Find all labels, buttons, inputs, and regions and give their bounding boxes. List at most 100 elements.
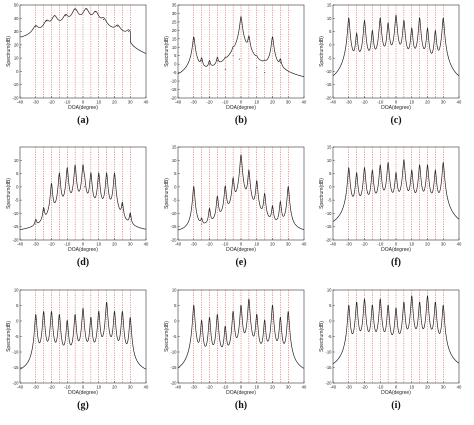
- spectrum-peak-point: [65, 15, 67, 17]
- spectrum-peak-point: [98, 173, 100, 175]
- spectrum-peak-point: [98, 311, 100, 313]
- spectrum-peak-point: [224, 186, 226, 188]
- panel-label: (b): [235, 115, 247, 126]
- spectrum-peak-point: [434, 301, 436, 303]
- x-tick-label: -30: [191, 385, 198, 390]
- spectrum-peak-point: [51, 183, 52, 185]
- x-tick-label: 0: [240, 100, 243, 105]
- x-tick-label: 0: [82, 242, 85, 247]
- x-tick-label: -40: [175, 385, 182, 390]
- panel-f: -40 -30 -20 -10 0 10 20 30 40 -20 -15 -10 -5 0 5 10 15 DO…: [319, 145, 462, 269]
- spectrum-peak-point: [279, 317, 281, 319]
- spectrum-peak-point: [46, 20, 48, 22]
- x-tick-label: -40: [17, 242, 24, 247]
- y-tick-label: -15: [325, 82, 332, 87]
- y-tick-label: 5: [174, 303, 177, 308]
- spectrum-peak-point: [442, 305, 444, 306]
- spectrum-peak-point: [364, 20, 365, 22]
- panel-label: (e): [235, 257, 246, 268]
- spectrum-peak-point: [35, 314, 37, 316]
- spectrum-peak-point: [224, 326, 226, 328]
- spectrum-peak-point: [95, 11, 97, 13]
- y-tick-label: 25: [172, 19, 177, 24]
- spectrum-peak-point: [35, 25, 37, 27]
- y-tick-label: 10: [327, 158, 332, 163]
- y-tick-label: 5: [174, 171, 177, 176]
- y-tick-label: -20: [325, 381, 332, 386]
- spectrum-peak-point: [395, 15, 397, 17]
- x-tick-label: 0: [395, 242, 398, 247]
- x-tick-label: 30: [286, 385, 291, 390]
- x-tick-label: -20: [48, 100, 55, 105]
- spectrum-peak-point: [272, 207, 273, 209]
- y-axis-label: Spectrum(dB): [6, 321, 12, 352]
- y-tick-label: -20: [170, 381, 177, 386]
- y-axis-label: Spectrum(dB): [6, 178, 12, 209]
- spectrum-peak-point: [51, 311, 52, 313]
- spectrum-peak-point: [287, 311, 289, 313]
- x-tick-label: 30: [128, 242, 133, 247]
- x-tick-label: 10: [96, 242, 101, 247]
- x-tick-label: 20: [112, 100, 117, 105]
- spectrum-peak-point: [379, 298, 381, 300]
- x-axis-label: DOA(degree): [68, 105, 98, 111]
- spectrum-peak-point: [356, 301, 358, 303]
- x-tick-label: -10: [377, 242, 384, 247]
- y-tick-label: -15: [170, 224, 177, 229]
- spectrum-peak-point: [90, 173, 92, 175]
- y-tick-label: -10: [12, 211, 19, 216]
- x-tick-label: -10: [222, 385, 229, 390]
- y-tick-label: 10: [327, 288, 332, 293]
- x-tick-label: -40: [17, 385, 24, 390]
- panel-label: (i): [391, 400, 400, 411]
- x-axis-label: DOA(degree): [226, 247, 256, 253]
- panel-label: (a): [77, 115, 89, 126]
- spectrum-peak-point: [240, 305, 242, 306]
- spectrum-peak-point: [74, 314, 76, 316]
- x-tick-label: -30: [191, 242, 198, 247]
- spectrum-line: [20, 163, 146, 230]
- y-tick-label: -20: [12, 381, 19, 386]
- spectrum-line: [333, 158, 459, 222]
- y-tick-label: 20: [172, 28, 177, 33]
- x-tick-label: -10: [377, 385, 384, 390]
- x-tick-label: 20: [270, 385, 275, 390]
- spectrum-peak-point: [117, 25, 119, 27]
- spectrum-peak-point: [232, 55, 234, 57]
- x-tick-label: 40: [457, 242, 462, 247]
- y-tick-label: 10: [14, 56, 19, 61]
- y-tick-label: -10: [170, 79, 177, 84]
- x-tick-label: -40: [330, 242, 337, 247]
- x-axis-label: DOA(degree): [68, 247, 98, 253]
- x-tick-label: 30: [128, 385, 133, 390]
- x-tick-label: 20: [270, 242, 275, 247]
- x-tick-label: 30: [441, 100, 446, 105]
- y-tick-label: 0: [174, 62, 177, 67]
- x-tick-label: -10: [64, 100, 71, 105]
- spectrum-peak-point: [201, 223, 203, 225]
- spectrum-peak-point: [240, 154, 242, 156]
- spectrum-peak-point: [82, 308, 84, 310]
- spectrum-peak-point: [232, 311, 234, 313]
- y-tick-label: 15: [172, 36, 177, 41]
- x-tick-label: 40: [144, 100, 149, 105]
- y-tick-label: -10: [170, 211, 177, 216]
- y-tick-label: 0: [16, 319, 19, 324]
- x-tick-label: 0: [240, 242, 243, 247]
- spectrum-peak-point: [356, 33, 358, 35]
- spectrum-peak-point: [427, 295, 428, 297]
- panel-i: -40 -30 -20 -10 0 10 20 30 40-20-15-10-50510DOA(…: [319, 288, 462, 412]
- spectrum-peak-point: [216, 196, 218, 198]
- y-tick-label: -15: [12, 224, 19, 229]
- x-tick-label: 10: [409, 100, 414, 105]
- y-tick-label: 10: [172, 158, 177, 163]
- spectrum-peak-point: [387, 305, 389, 306]
- spectrum-line: [20, 8, 146, 54]
- y-tick-label: 30: [172, 11, 177, 16]
- x-tick-label: 10: [254, 385, 259, 390]
- spectrum-peak-point: [356, 173, 358, 175]
- y-tick-label: 5: [174, 53, 177, 58]
- spectrum-peak-point: [193, 36, 195, 38]
- x-tick-label: 30: [286, 242, 291, 247]
- x-tick-label: 30: [441, 385, 446, 390]
